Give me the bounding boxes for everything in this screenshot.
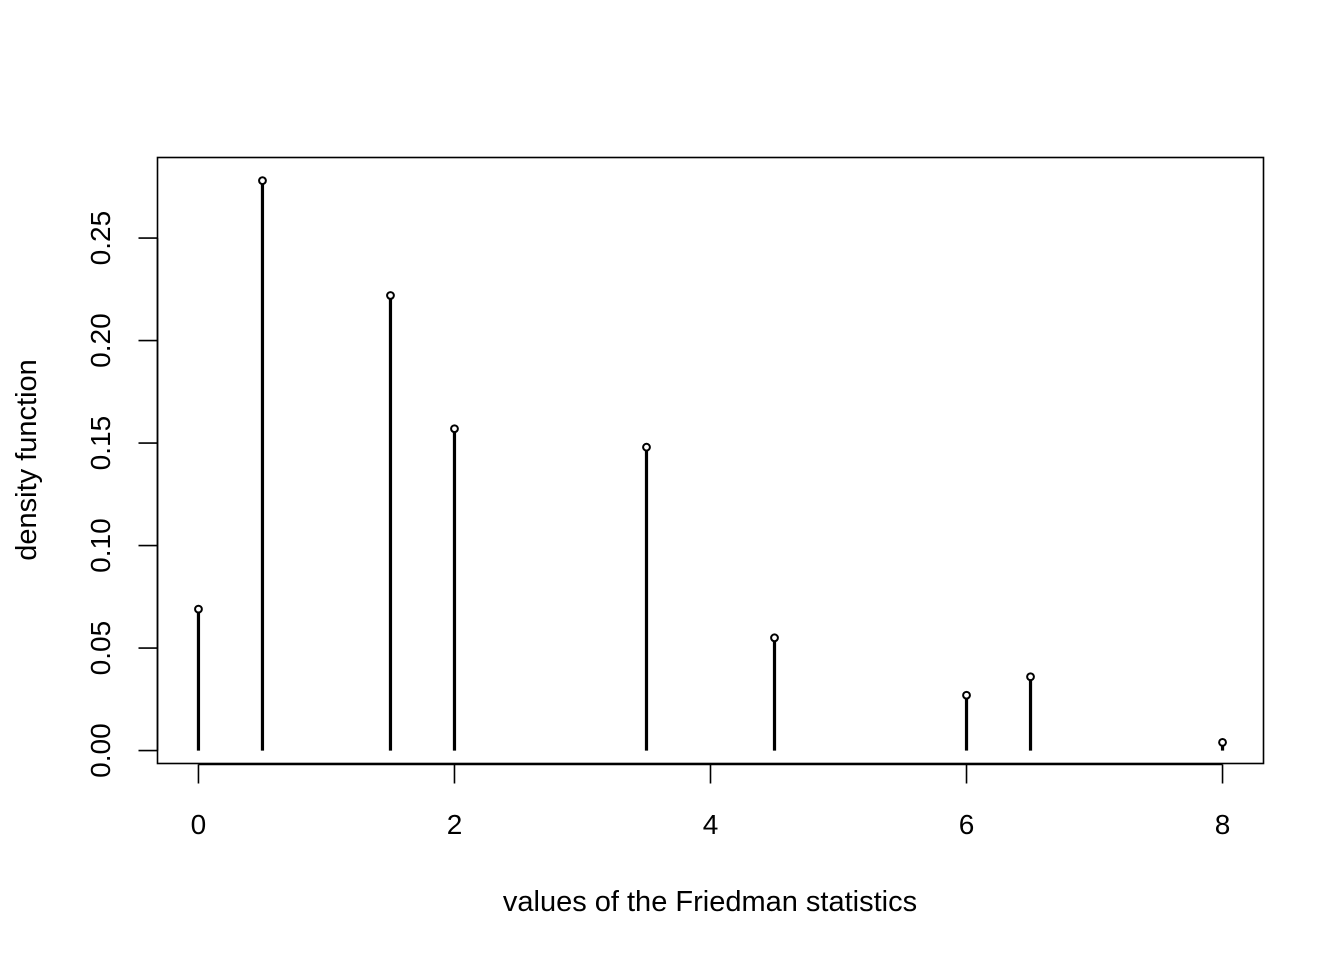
y-axis-title: density function bbox=[11, 359, 43, 561]
data-point-8 bbox=[1218, 737, 1227, 747]
data-point-7 bbox=[1026, 672, 1035, 682]
x-axis: 0 2 4 6 8 bbox=[191, 763, 1231, 840]
y-tick-label-4: 0.20 bbox=[85, 313, 116, 368]
x-tick-label-2: 4 bbox=[703, 809, 719, 840]
y-axis: 0.00 0.05 0.10 0.15 0.20 0.25 bbox=[85, 211, 159, 778]
y-tick-label-1: 0.05 bbox=[85, 621, 116, 676]
data-points bbox=[194, 176, 1227, 747]
x-tick-label-0: 0 bbox=[191, 809, 207, 840]
data-point-2 bbox=[386, 291, 395, 300]
y-tick-label-2: 0.10 bbox=[85, 518, 116, 573]
x-axis-title: values of the Friedman statistics bbox=[503, 886, 917, 918]
y-tick-label-5: 0.25 bbox=[85, 211, 116, 266]
data-point-1 bbox=[258, 176, 267, 186]
x-tick-label-1: 2 bbox=[447, 809, 463, 840]
data-point-5 bbox=[770, 633, 779, 643]
y-tick-label-0: 0.00 bbox=[85, 723, 116, 778]
data-point-3 bbox=[450, 424, 459, 434]
y-tick-label-3: 0.15 bbox=[85, 416, 116, 471]
data-stems bbox=[196, 180, 1225, 751]
data-point-4 bbox=[642, 442, 651, 452]
data-point-0 bbox=[194, 604, 203, 614]
x-tick-label-3: 6 bbox=[959, 809, 975, 840]
data-point-6 bbox=[962, 690, 971, 700]
x-tick-label-4: 8 bbox=[1215, 809, 1231, 840]
